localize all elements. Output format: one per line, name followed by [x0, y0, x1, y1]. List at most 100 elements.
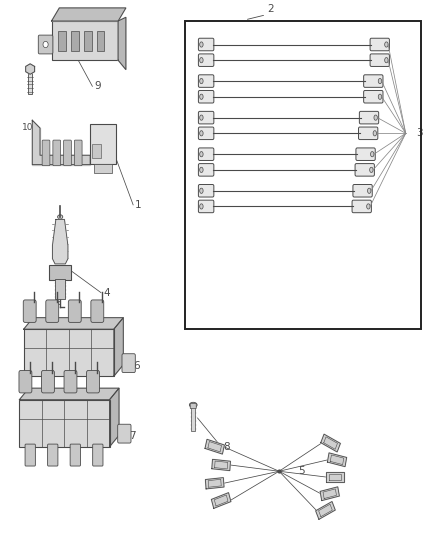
Bar — [90, 124, 116, 164]
Bar — [94, 164, 112, 173]
FancyBboxPatch shape — [91, 300, 104, 322]
Bar — [49, 265, 71, 279]
FancyBboxPatch shape — [74, 140, 82, 166]
Bar — [28, 69, 32, 94]
Bar — [55, 279, 65, 300]
Ellipse shape — [373, 131, 377, 136]
FancyBboxPatch shape — [25, 444, 35, 466]
Polygon shape — [24, 318, 123, 329]
Ellipse shape — [200, 94, 203, 99]
Text: 10: 10 — [22, 123, 34, 132]
Polygon shape — [110, 388, 119, 447]
Text: 8: 8 — [223, 442, 230, 451]
Ellipse shape — [200, 42, 203, 47]
Text: 3: 3 — [417, 128, 423, 138]
FancyBboxPatch shape — [198, 127, 214, 140]
Polygon shape — [26, 64, 35, 74]
FancyBboxPatch shape — [122, 354, 135, 373]
Ellipse shape — [200, 78, 203, 84]
FancyBboxPatch shape — [198, 111, 214, 124]
FancyBboxPatch shape — [70, 444, 81, 466]
Polygon shape — [328, 453, 346, 467]
Polygon shape — [52, 8, 126, 21]
Ellipse shape — [200, 131, 203, 136]
Bar — [97, 31, 104, 51]
FancyBboxPatch shape — [198, 75, 214, 87]
Bar — [185, 21, 421, 329]
FancyBboxPatch shape — [356, 148, 375, 160]
FancyBboxPatch shape — [359, 111, 379, 124]
FancyBboxPatch shape — [23, 300, 36, 322]
Ellipse shape — [370, 167, 373, 173]
FancyBboxPatch shape — [19, 370, 32, 393]
Ellipse shape — [371, 151, 374, 157]
FancyBboxPatch shape — [370, 54, 389, 67]
Text: 4: 4 — [103, 288, 110, 297]
Text: 6: 6 — [133, 361, 140, 371]
FancyBboxPatch shape — [38, 35, 53, 54]
Polygon shape — [326, 472, 344, 482]
FancyBboxPatch shape — [198, 200, 214, 213]
Ellipse shape — [200, 58, 203, 63]
Ellipse shape — [385, 42, 388, 47]
Bar — [19, 400, 110, 447]
FancyBboxPatch shape — [370, 38, 389, 51]
FancyBboxPatch shape — [358, 127, 378, 140]
FancyBboxPatch shape — [353, 184, 372, 197]
Ellipse shape — [374, 115, 378, 120]
FancyBboxPatch shape — [198, 91, 214, 103]
FancyBboxPatch shape — [42, 370, 54, 393]
FancyBboxPatch shape — [364, 75, 383, 87]
Ellipse shape — [385, 58, 388, 63]
Text: 5: 5 — [298, 466, 305, 477]
Polygon shape — [205, 439, 224, 454]
FancyBboxPatch shape — [352, 200, 371, 213]
Text: 7: 7 — [129, 431, 135, 441]
Polygon shape — [212, 459, 230, 471]
Ellipse shape — [200, 167, 203, 173]
Bar — [92, 144, 101, 158]
Text: 9: 9 — [95, 82, 101, 91]
Ellipse shape — [43, 42, 48, 47]
Bar — [24, 329, 114, 376]
Polygon shape — [320, 487, 339, 500]
Ellipse shape — [200, 204, 203, 209]
Polygon shape — [32, 120, 90, 165]
Bar — [52, 21, 118, 60]
Text: 2: 2 — [267, 4, 274, 14]
FancyBboxPatch shape — [64, 370, 77, 393]
Polygon shape — [321, 434, 340, 452]
Polygon shape — [118, 18, 126, 70]
Bar — [191, 407, 195, 431]
Ellipse shape — [200, 151, 203, 157]
FancyBboxPatch shape — [355, 164, 374, 176]
Bar — [58, 31, 66, 51]
Polygon shape — [212, 492, 231, 508]
Ellipse shape — [367, 188, 371, 193]
FancyBboxPatch shape — [198, 38, 214, 51]
Ellipse shape — [378, 94, 381, 99]
FancyBboxPatch shape — [87, 370, 99, 393]
Ellipse shape — [200, 115, 203, 120]
Polygon shape — [316, 502, 335, 519]
Ellipse shape — [189, 402, 197, 408]
FancyBboxPatch shape — [42, 140, 50, 166]
FancyBboxPatch shape — [93, 444, 103, 466]
Ellipse shape — [58, 302, 60, 305]
Ellipse shape — [200, 188, 203, 193]
FancyBboxPatch shape — [198, 164, 214, 176]
Polygon shape — [19, 388, 119, 400]
FancyBboxPatch shape — [118, 424, 131, 443]
Bar — [71, 31, 79, 51]
Polygon shape — [205, 478, 224, 489]
FancyBboxPatch shape — [48, 444, 58, 466]
FancyBboxPatch shape — [198, 184, 214, 197]
Bar — [84, 31, 92, 51]
FancyBboxPatch shape — [198, 148, 214, 160]
Polygon shape — [53, 220, 68, 264]
Polygon shape — [114, 318, 123, 376]
FancyBboxPatch shape — [190, 403, 196, 409]
Ellipse shape — [378, 78, 381, 84]
FancyBboxPatch shape — [46, 300, 59, 322]
FancyBboxPatch shape — [64, 140, 71, 166]
